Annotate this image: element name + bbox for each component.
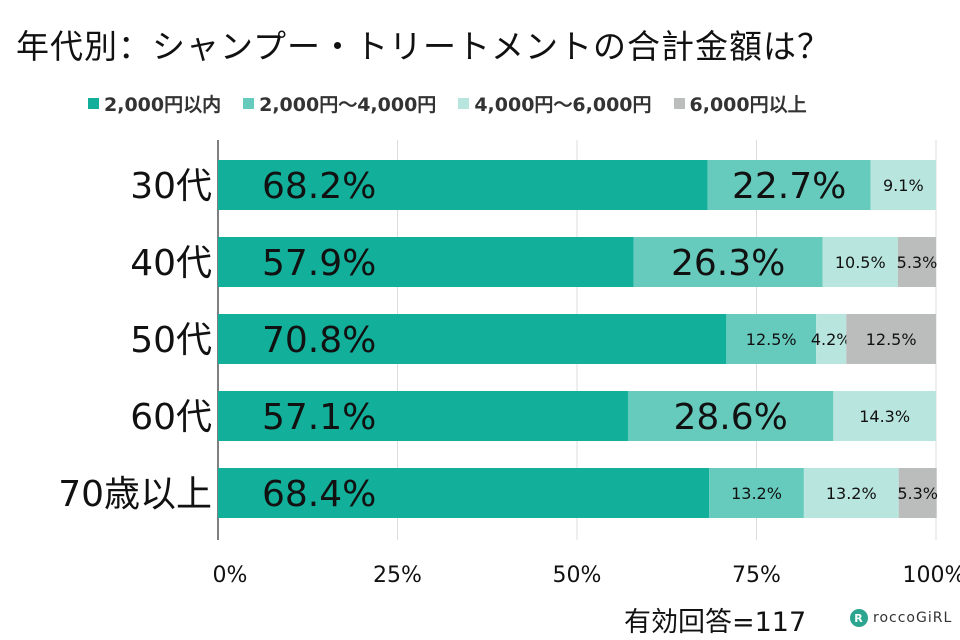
bar-segment bbox=[218, 468, 710, 518]
data-label: 26.3% bbox=[671, 243, 785, 284]
data-label: 68.4% bbox=[262, 474, 376, 515]
data-label: 22.7% bbox=[732, 166, 846, 207]
bar-segment bbox=[627, 391, 834, 441]
bar-segment bbox=[846, 314, 936, 364]
bar-segment bbox=[803, 468, 899, 518]
legend: 2,000円以内 2,000円～4,000円 4,000円～6,000円 6,000円… bbox=[88, 90, 807, 117]
bar-segment bbox=[707, 160, 871, 210]
legend-item: 6,000円以上 bbox=[673, 90, 807, 117]
bar-segment bbox=[218, 314, 727, 364]
category-label: 70歳以上 bbox=[58, 474, 212, 515]
data-label: 5.3% bbox=[897, 253, 938, 272]
bar-segment bbox=[816, 314, 847, 364]
bar-segment bbox=[709, 468, 804, 518]
category-label: 30代 bbox=[130, 166, 212, 207]
bar-segment bbox=[218, 237, 634, 287]
bar-segment bbox=[897, 237, 936, 287]
data-label: 28.6% bbox=[673, 397, 787, 438]
legend-swatch bbox=[88, 98, 99, 109]
category-label: 40代 bbox=[130, 243, 212, 284]
bar-segment bbox=[726, 314, 817, 364]
category-label: 60代 bbox=[130, 397, 212, 438]
legend-item: 4,000円～6,000円 bbox=[458, 90, 652, 117]
data-label: 13.2% bbox=[826, 484, 877, 503]
data-label: 12.5% bbox=[866, 330, 917, 349]
logo-text: roccoGiRL bbox=[873, 610, 953, 626]
data-label: 68.2% bbox=[262, 166, 376, 207]
legend-label: 6,000円以上 bbox=[689, 94, 807, 116]
legend-swatch bbox=[673, 98, 685, 109]
bar-segment bbox=[833, 391, 936, 441]
legend-item: 2,000円～4,000円 bbox=[243, 90, 436, 117]
data-label: 70.8% bbox=[262, 320, 376, 361]
data-label: 12.5% bbox=[746, 330, 797, 349]
legend-item: 2,000円以内 bbox=[88, 90, 221, 117]
bar-segment bbox=[898, 468, 937, 518]
x-tick-label: 75% bbox=[732, 563, 781, 588]
chart-title: 年代別：シャンプー・トリートメントの合計金額は？ bbox=[16, 27, 832, 66]
brand-logo: R roccoGiRL bbox=[850, 609, 952, 627]
bar-segment bbox=[218, 391, 628, 441]
x-tick-label: 100% bbox=[903, 563, 960, 588]
data-label: 10.5% bbox=[835, 253, 886, 272]
bar-segment bbox=[218, 160, 708, 210]
data-label: 57.9% bbox=[262, 243, 376, 284]
bar-segment bbox=[633, 237, 823, 287]
data-label: 4.2% bbox=[811, 330, 852, 349]
category-label: 50代 bbox=[130, 320, 212, 361]
legend-swatch bbox=[243, 98, 255, 109]
bar-segment bbox=[822, 237, 898, 287]
bar-segment bbox=[870, 160, 936, 210]
data-label: 57.1% bbox=[262, 397, 376, 438]
data-label: 9.1% bbox=[883, 176, 924, 195]
x-tick-label: 0% bbox=[213, 563, 248, 588]
x-tick-label: 50% bbox=[553, 563, 602, 588]
legend-swatch bbox=[458, 98, 470, 109]
legend-label: 4,000円～6,000円 bbox=[474, 94, 652, 116]
data-label: 14.3% bbox=[859, 407, 910, 426]
legend-label: 2,000円～4,000円 bbox=[259, 94, 437, 116]
data-label: 13.2% bbox=[731, 484, 782, 503]
x-tick-label: 25% bbox=[373, 563, 422, 588]
data-label: 5.3% bbox=[897, 484, 938, 503]
legend-label: 2,000円以内 bbox=[104, 94, 222, 116]
response-count-note: 有効回答=117 bbox=[624, 607, 807, 638]
logo-mark-icon: R bbox=[850, 609, 868, 627]
